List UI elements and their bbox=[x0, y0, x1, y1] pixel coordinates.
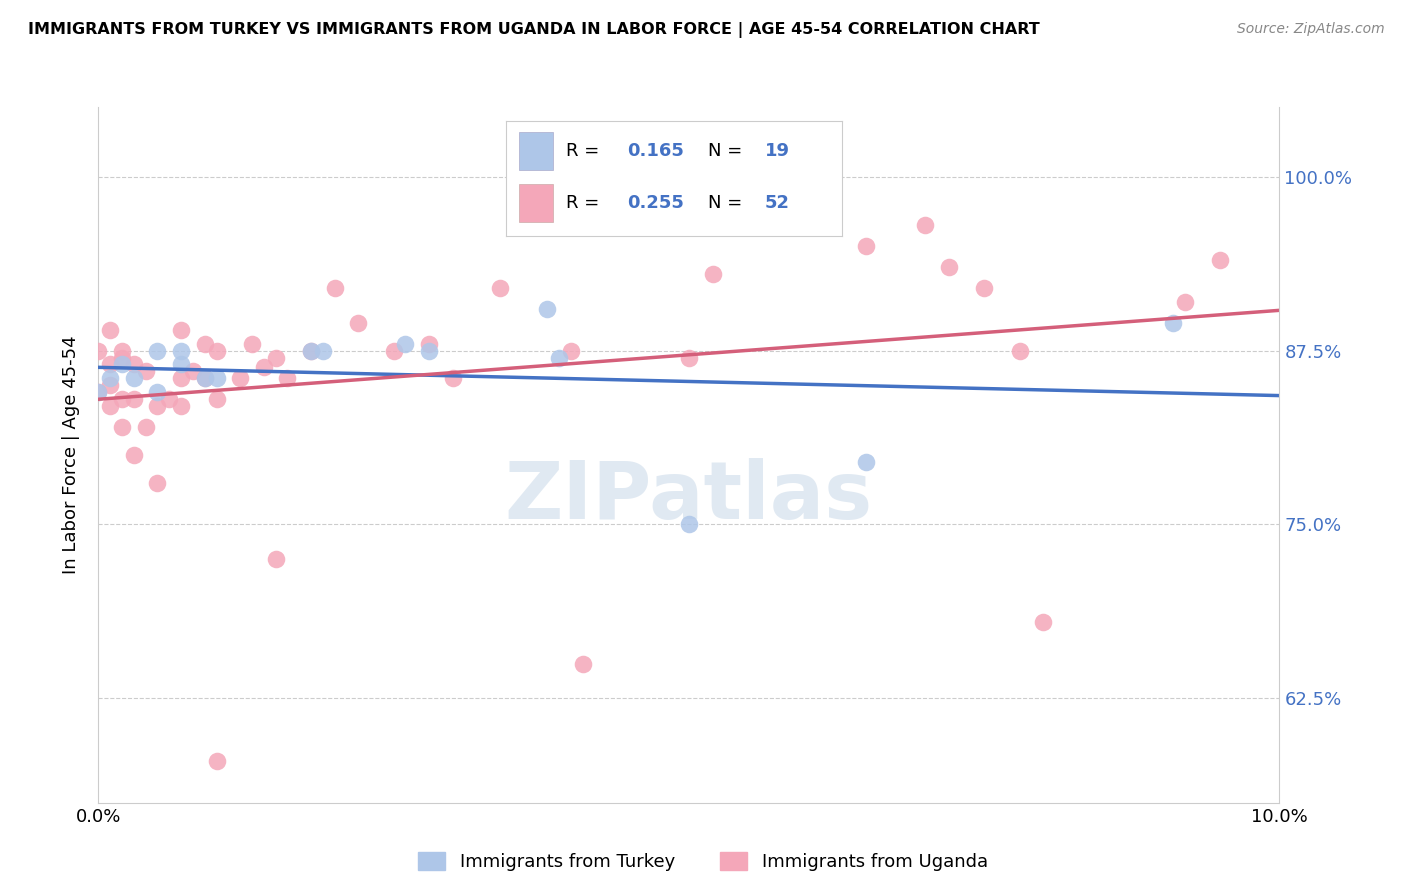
Point bbox=[146, 399, 169, 413]
Point bbox=[111, 351, 134, 365]
Point bbox=[548, 351, 571, 365]
Point bbox=[135, 364, 157, 378]
Point bbox=[418, 336, 440, 351]
Point bbox=[1008, 343, 1031, 358]
Point bbox=[536, 301, 558, 316]
Point bbox=[323, 281, 346, 295]
Y-axis label: In Labor Force | Age 45-54: In Labor Force | Age 45-54 bbox=[62, 335, 80, 574]
Point bbox=[205, 392, 228, 407]
Point bbox=[205, 371, 228, 385]
Point bbox=[146, 343, 169, 358]
Point bbox=[170, 323, 193, 337]
Point bbox=[299, 343, 322, 358]
Point bbox=[253, 360, 276, 375]
Point bbox=[678, 351, 700, 365]
Point bbox=[87, 385, 110, 400]
Point bbox=[1161, 316, 1184, 330]
Point bbox=[111, 358, 134, 372]
Point bbox=[170, 371, 193, 385]
Point bbox=[170, 343, 193, 358]
Text: IMMIGRANTS FROM TURKEY VS IMMIGRANTS FROM UGANDA IN LABOR FORCE | AGE 45-54 CORR: IMMIGRANTS FROM TURKEY VS IMMIGRANTS FRO… bbox=[28, 22, 1040, 38]
Point bbox=[382, 343, 405, 358]
Point bbox=[98, 378, 121, 392]
Point bbox=[194, 336, 217, 351]
Point bbox=[122, 358, 145, 372]
Point bbox=[205, 343, 228, 358]
Point bbox=[264, 351, 287, 365]
Point bbox=[135, 420, 157, 434]
Point bbox=[98, 358, 121, 372]
Point bbox=[98, 323, 121, 337]
Point bbox=[194, 371, 217, 385]
Point bbox=[914, 219, 936, 233]
Point bbox=[194, 371, 217, 385]
Point bbox=[855, 239, 877, 253]
Point bbox=[560, 343, 582, 358]
Point bbox=[181, 364, 204, 378]
Point bbox=[276, 371, 298, 385]
Point bbox=[418, 343, 440, 358]
Point bbox=[205, 754, 228, 768]
Point bbox=[240, 336, 263, 351]
Point bbox=[855, 455, 877, 469]
Point bbox=[111, 420, 134, 434]
Point bbox=[229, 371, 252, 385]
Point bbox=[394, 336, 416, 351]
Point bbox=[122, 448, 145, 462]
Point bbox=[146, 385, 169, 400]
Point bbox=[441, 371, 464, 385]
Point bbox=[312, 343, 335, 358]
Point bbox=[347, 316, 370, 330]
Point bbox=[170, 399, 193, 413]
Point bbox=[1032, 615, 1054, 629]
Point bbox=[489, 281, 512, 295]
Point bbox=[87, 385, 110, 400]
Point bbox=[146, 475, 169, 490]
Point bbox=[122, 371, 145, 385]
Text: Source: ZipAtlas.com: Source: ZipAtlas.com bbox=[1237, 22, 1385, 37]
Point bbox=[1174, 294, 1197, 309]
Point bbox=[973, 281, 995, 295]
Point bbox=[702, 267, 724, 281]
Point bbox=[299, 343, 322, 358]
Point bbox=[157, 392, 180, 407]
Point bbox=[170, 358, 193, 372]
Point bbox=[111, 343, 134, 358]
Point bbox=[1209, 253, 1232, 268]
Legend: Immigrants from Turkey, Immigrants from Uganda: Immigrants from Turkey, Immigrants from … bbox=[411, 845, 995, 879]
Point bbox=[264, 552, 287, 566]
Point bbox=[122, 392, 145, 407]
Point bbox=[678, 517, 700, 532]
Point bbox=[571, 657, 593, 671]
Point bbox=[111, 392, 134, 407]
Point bbox=[938, 260, 960, 274]
Text: ZIPatlas: ZIPatlas bbox=[505, 458, 873, 536]
Point bbox=[98, 371, 121, 385]
Point bbox=[87, 343, 110, 358]
Point bbox=[98, 399, 121, 413]
